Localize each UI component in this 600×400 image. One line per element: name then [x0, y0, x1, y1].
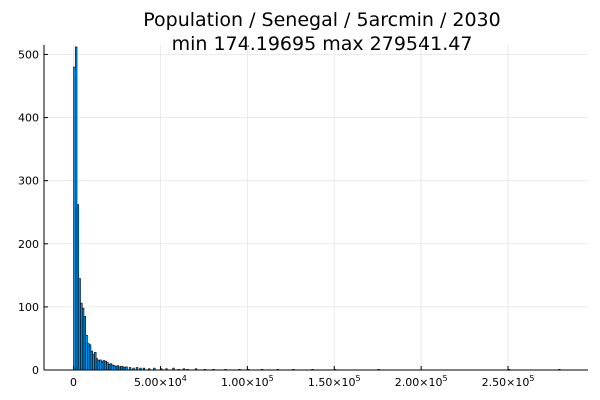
histogram-bars	[73, 46, 561, 371]
chart-subtitle: min 174.19695 max 279541.47	[172, 33, 473, 55]
y-tick-label-5: 500	[18, 48, 39, 61]
x-tick-label-2: 1.00×105	[221, 374, 274, 389]
tick-labels: 0 100 200 300 400 500 0 5.00×104 1.00×105 1.50×10…	[18, 48, 534, 389]
chart-title: Population / Senegal / 5arcmin / 2030	[143, 9, 500, 31]
x-tick-label-4: 2.00×105	[395, 374, 448, 389]
y-tick-label-1: 100	[18, 301, 39, 314]
y-tick-label-2: 200	[18, 238, 39, 251]
x-tick-label-1: 5.00×104	[134, 374, 187, 389]
axes	[43, 45, 588, 371]
x-tick-label-0: 0	[70, 376, 77, 389]
y-tick-label-3: 300	[18, 175, 39, 188]
y-tick-label-0: 0	[32, 364, 39, 377]
grid-lines	[44, 45, 588, 371]
y-tick-label-4: 400	[18, 112, 39, 125]
x-tick-label-5: 2.50×105	[482, 374, 535, 389]
x-tick-label-3: 1.50×105	[308, 374, 361, 389]
